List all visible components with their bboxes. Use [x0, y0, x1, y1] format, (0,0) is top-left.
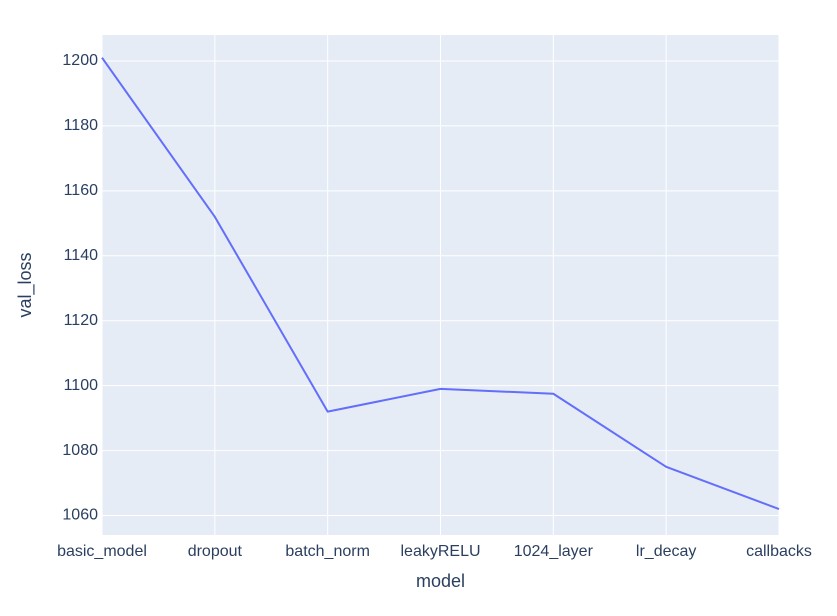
y-tick-label: 1100 — [64, 377, 99, 394]
x-axis-ticks: basic_model dropout batch_norm leakyRELU 102… — [57, 543, 812, 560]
x-tick-label: dropout — [188, 543, 243, 560]
series-layer — [101, 57, 780, 510]
x-tick-label: 1024_layer — [514, 543, 594, 560]
x-tick-label: lr_decay — [636, 543, 696, 560]
y-tick-label: 1160 — [64, 182, 99, 199]
y-axis-ticks: 1060 1080 1100 1120 1140 1160 1180 1200 — [62, 52, 98, 524]
x-tick-label: leakyRELU — [400, 543, 480, 560]
x-tick-label: callbacks — [746, 543, 812, 560]
x-tick-label: batch_norm — [285, 543, 370, 560]
y-tick-label: 1080 — [62, 442, 98, 459]
y-tick-label: 1060 — [62, 507, 98, 524]
series-line — [101, 57, 780, 510]
y-tick-label: 1180 — [64, 117, 99, 134]
y-tick-label: 1120 — [64, 312, 99, 329]
gridlines — [101, 35, 780, 535]
y-tick-label: 1200 — [62, 52, 98, 69]
y-tick-label: 1140 — [64, 247, 99, 264]
x-tick-label: basic_model — [57, 543, 147, 560]
y-axis-title: val_loss — [15, 252, 36, 317]
x-axis-title: model — [416, 571, 465, 591]
